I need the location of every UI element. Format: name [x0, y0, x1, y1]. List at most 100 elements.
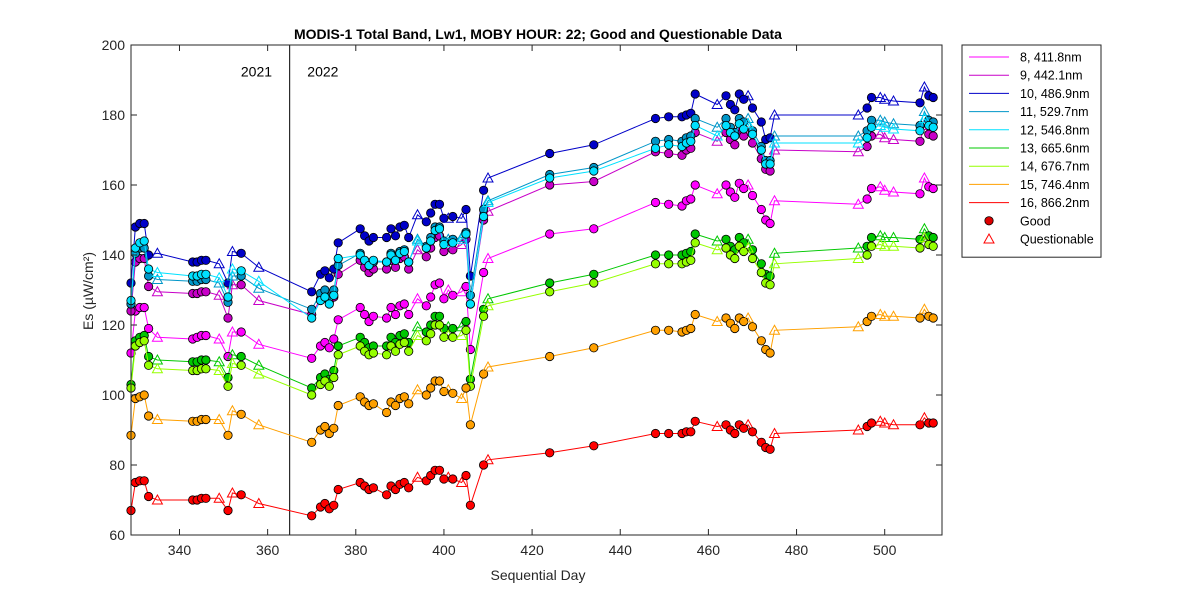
series-6	[126, 231, 938, 400]
good-point	[390, 231, 401, 241]
good-point	[448, 290, 458, 300]
good-point	[915, 313, 925, 323]
good-point	[434, 199, 445, 209]
questionable-point	[878, 240, 891, 251]
good-point	[545, 278, 555, 288]
good-point	[201, 269, 211, 279]
good-point	[434, 465, 445, 475]
good-point	[404, 257, 414, 267]
good-point	[201, 255, 211, 265]
good-point	[421, 252, 431, 262]
good-point	[928, 241, 938, 251]
good-point	[650, 143, 661, 153]
good-point	[421, 336, 431, 346]
good-point	[461, 325, 471, 335]
good-point	[928, 92, 938, 103]
good-point	[236, 409, 246, 419]
questionable-point	[482, 171, 494, 183]
good-point	[426, 236, 436, 246]
good-point	[545, 229, 555, 239]
good-point	[329, 290, 339, 300]
questionable-point	[887, 310, 900, 321]
questionable-point	[411, 329, 424, 340]
questionable-point	[213, 289, 226, 300]
questionable-point	[852, 320, 865, 332]
questionable-point	[226, 325, 239, 337]
questionable-point	[455, 285, 468, 297]
good-point	[650, 428, 661, 439]
good-point	[664, 428, 674, 439]
good-point	[765, 280, 775, 290]
good-point	[664, 199, 674, 209]
good-point	[686, 255, 696, 265]
questionable-point	[742, 117, 754, 129]
good-point	[928, 313, 938, 323]
legend-questionable-marker	[983, 232, 995, 244]
good-point	[223, 430, 233, 440]
good-point	[690, 120, 700, 131]
good-point	[690, 238, 700, 248]
good-point	[756, 145, 766, 155]
good-point	[421, 390, 431, 400]
questionable-point	[226, 357, 239, 368]
good-point	[465, 420, 475, 430]
x-tick-label: 360	[256, 542, 280, 558]
questionable-point	[887, 94, 900, 106]
questionable-point	[411, 243, 424, 255]
good-point	[201, 364, 211, 374]
good-point	[439, 474, 449, 484]
questionable-point	[151, 285, 164, 297]
good-point	[139, 302, 149, 313]
questionable-point	[411, 233, 424, 244]
questionable-point	[768, 247, 781, 258]
x-tick-label: 420	[520, 542, 544, 558]
good-point	[448, 238, 458, 248]
good-point	[368, 399, 378, 409]
good-point	[866, 418, 877, 428]
annotation-year-2021: 2021	[241, 64, 272, 80]
good-point	[426, 383, 436, 393]
good-point	[589, 278, 599, 288]
good-point	[390, 309, 401, 320]
questionable-point	[213, 492, 226, 503]
good-point	[866, 241, 877, 251]
questionable-point	[878, 184, 891, 195]
questionable-point	[768, 257, 781, 269]
questionable-point	[226, 404, 239, 416]
good-point	[730, 323, 740, 334]
good-point	[686, 427, 696, 437]
questionable-point	[878, 131, 891, 143]
legend-good-marker	[984, 216, 994, 226]
good-point	[333, 350, 343, 360]
legend-label: 15, 746.4nm	[1020, 178, 1090, 192]
y-tick-label: 180	[102, 107, 126, 123]
good-point	[390, 400, 401, 411]
good-point	[928, 232, 938, 243]
good-point	[765, 159, 775, 169]
questionable-point	[878, 115, 891, 127]
good-point	[690, 309, 700, 320]
good-point	[201, 414, 211, 425]
good-point	[747, 103, 758, 113]
good-point	[404, 232, 414, 243]
good-point	[862, 133, 872, 143]
axes: 340 360 380 400 420 440 460 480 500 60 80 100 120 140…	[102, 37, 943, 558]
good-point	[324, 299, 334, 309]
questionable-point	[878, 121, 891, 132]
good-point	[236, 248, 246, 258]
good-point	[756, 204, 766, 215]
good-point	[664, 325, 674, 335]
good-point	[144, 360, 154, 370]
questionable-point	[852, 136, 865, 148]
questionable-point	[151, 331, 164, 342]
questionable-point	[482, 299, 494, 311]
good-point	[236, 490, 246, 500]
questionable-point	[768, 324, 781, 335]
questionable-point	[918, 303, 931, 314]
good-point	[320, 421, 330, 432]
good-point	[368, 483, 378, 493]
good-point	[686, 194, 696, 204]
good-point	[223, 381, 233, 391]
questionable-point	[482, 360, 494, 372]
questionable-point	[455, 329, 468, 340]
